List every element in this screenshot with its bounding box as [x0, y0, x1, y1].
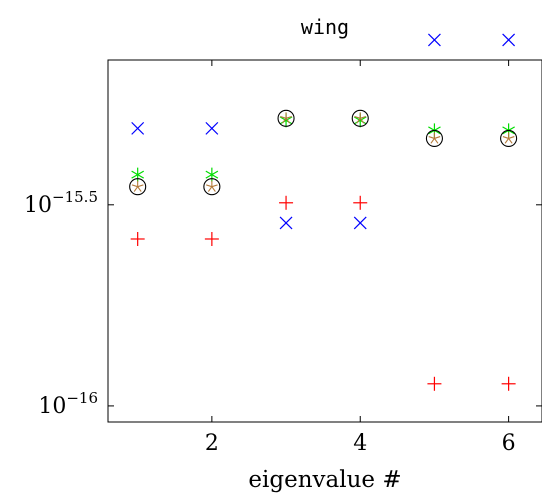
- data-point-circle: [500, 129, 518, 147]
- x-tick-label: 4: [353, 431, 367, 456]
- data-point-plus: [353, 195, 368, 210]
- data-point-x: [131, 121, 145, 135]
- data-point-plus: [204, 231, 219, 246]
- data-point-star: [131, 167, 145, 182]
- plot-frame: [107, 59, 542, 423]
- data-point-plus: [279, 195, 294, 210]
- data-point-x: [502, 33, 516, 47]
- x-tick-label: 6: [502, 431, 516, 456]
- data-point-asterisk: [205, 180, 218, 192]
- axis-ticks: 2 4 6 10−15.5 10−16: [24, 60, 542, 456]
- data-point-star: [205, 167, 219, 182]
- data-point-asterisk: [280, 112, 292, 124]
- data-point-asterisk: [502, 132, 515, 144]
- data-point-x: [353, 216, 367, 230]
- y-tick-label: 10−15.5: [24, 188, 98, 218]
- data-point-plus: [501, 376, 516, 391]
- chart-title: wing: [301, 15, 349, 39]
- data-point-circle: [203, 178, 221, 196]
- data-point-circle: [129, 178, 147, 196]
- data-point-asterisk: [428, 132, 441, 144]
- data-point-circle: [425, 129, 443, 147]
- data-point-plus: [130, 231, 145, 246]
- data-point-x: [428, 33, 441, 47]
- x-tick-label: 2: [205, 431, 219, 456]
- x-axis-label: eigenvalue #: [248, 467, 401, 493]
- data-marks: [129, 33, 518, 391]
- data-point-asterisk: [131, 180, 144, 192]
- data-point-plus: [427, 376, 442, 391]
- data-point-x: [279, 216, 293, 230]
- data-point-circle: [351, 109, 369, 127]
- y-tick-label: 10−16: [38, 389, 98, 419]
- data-point-x: [205, 121, 219, 135]
- data-point-circle: [277, 109, 295, 127]
- data-point-asterisk: [354, 112, 367, 124]
